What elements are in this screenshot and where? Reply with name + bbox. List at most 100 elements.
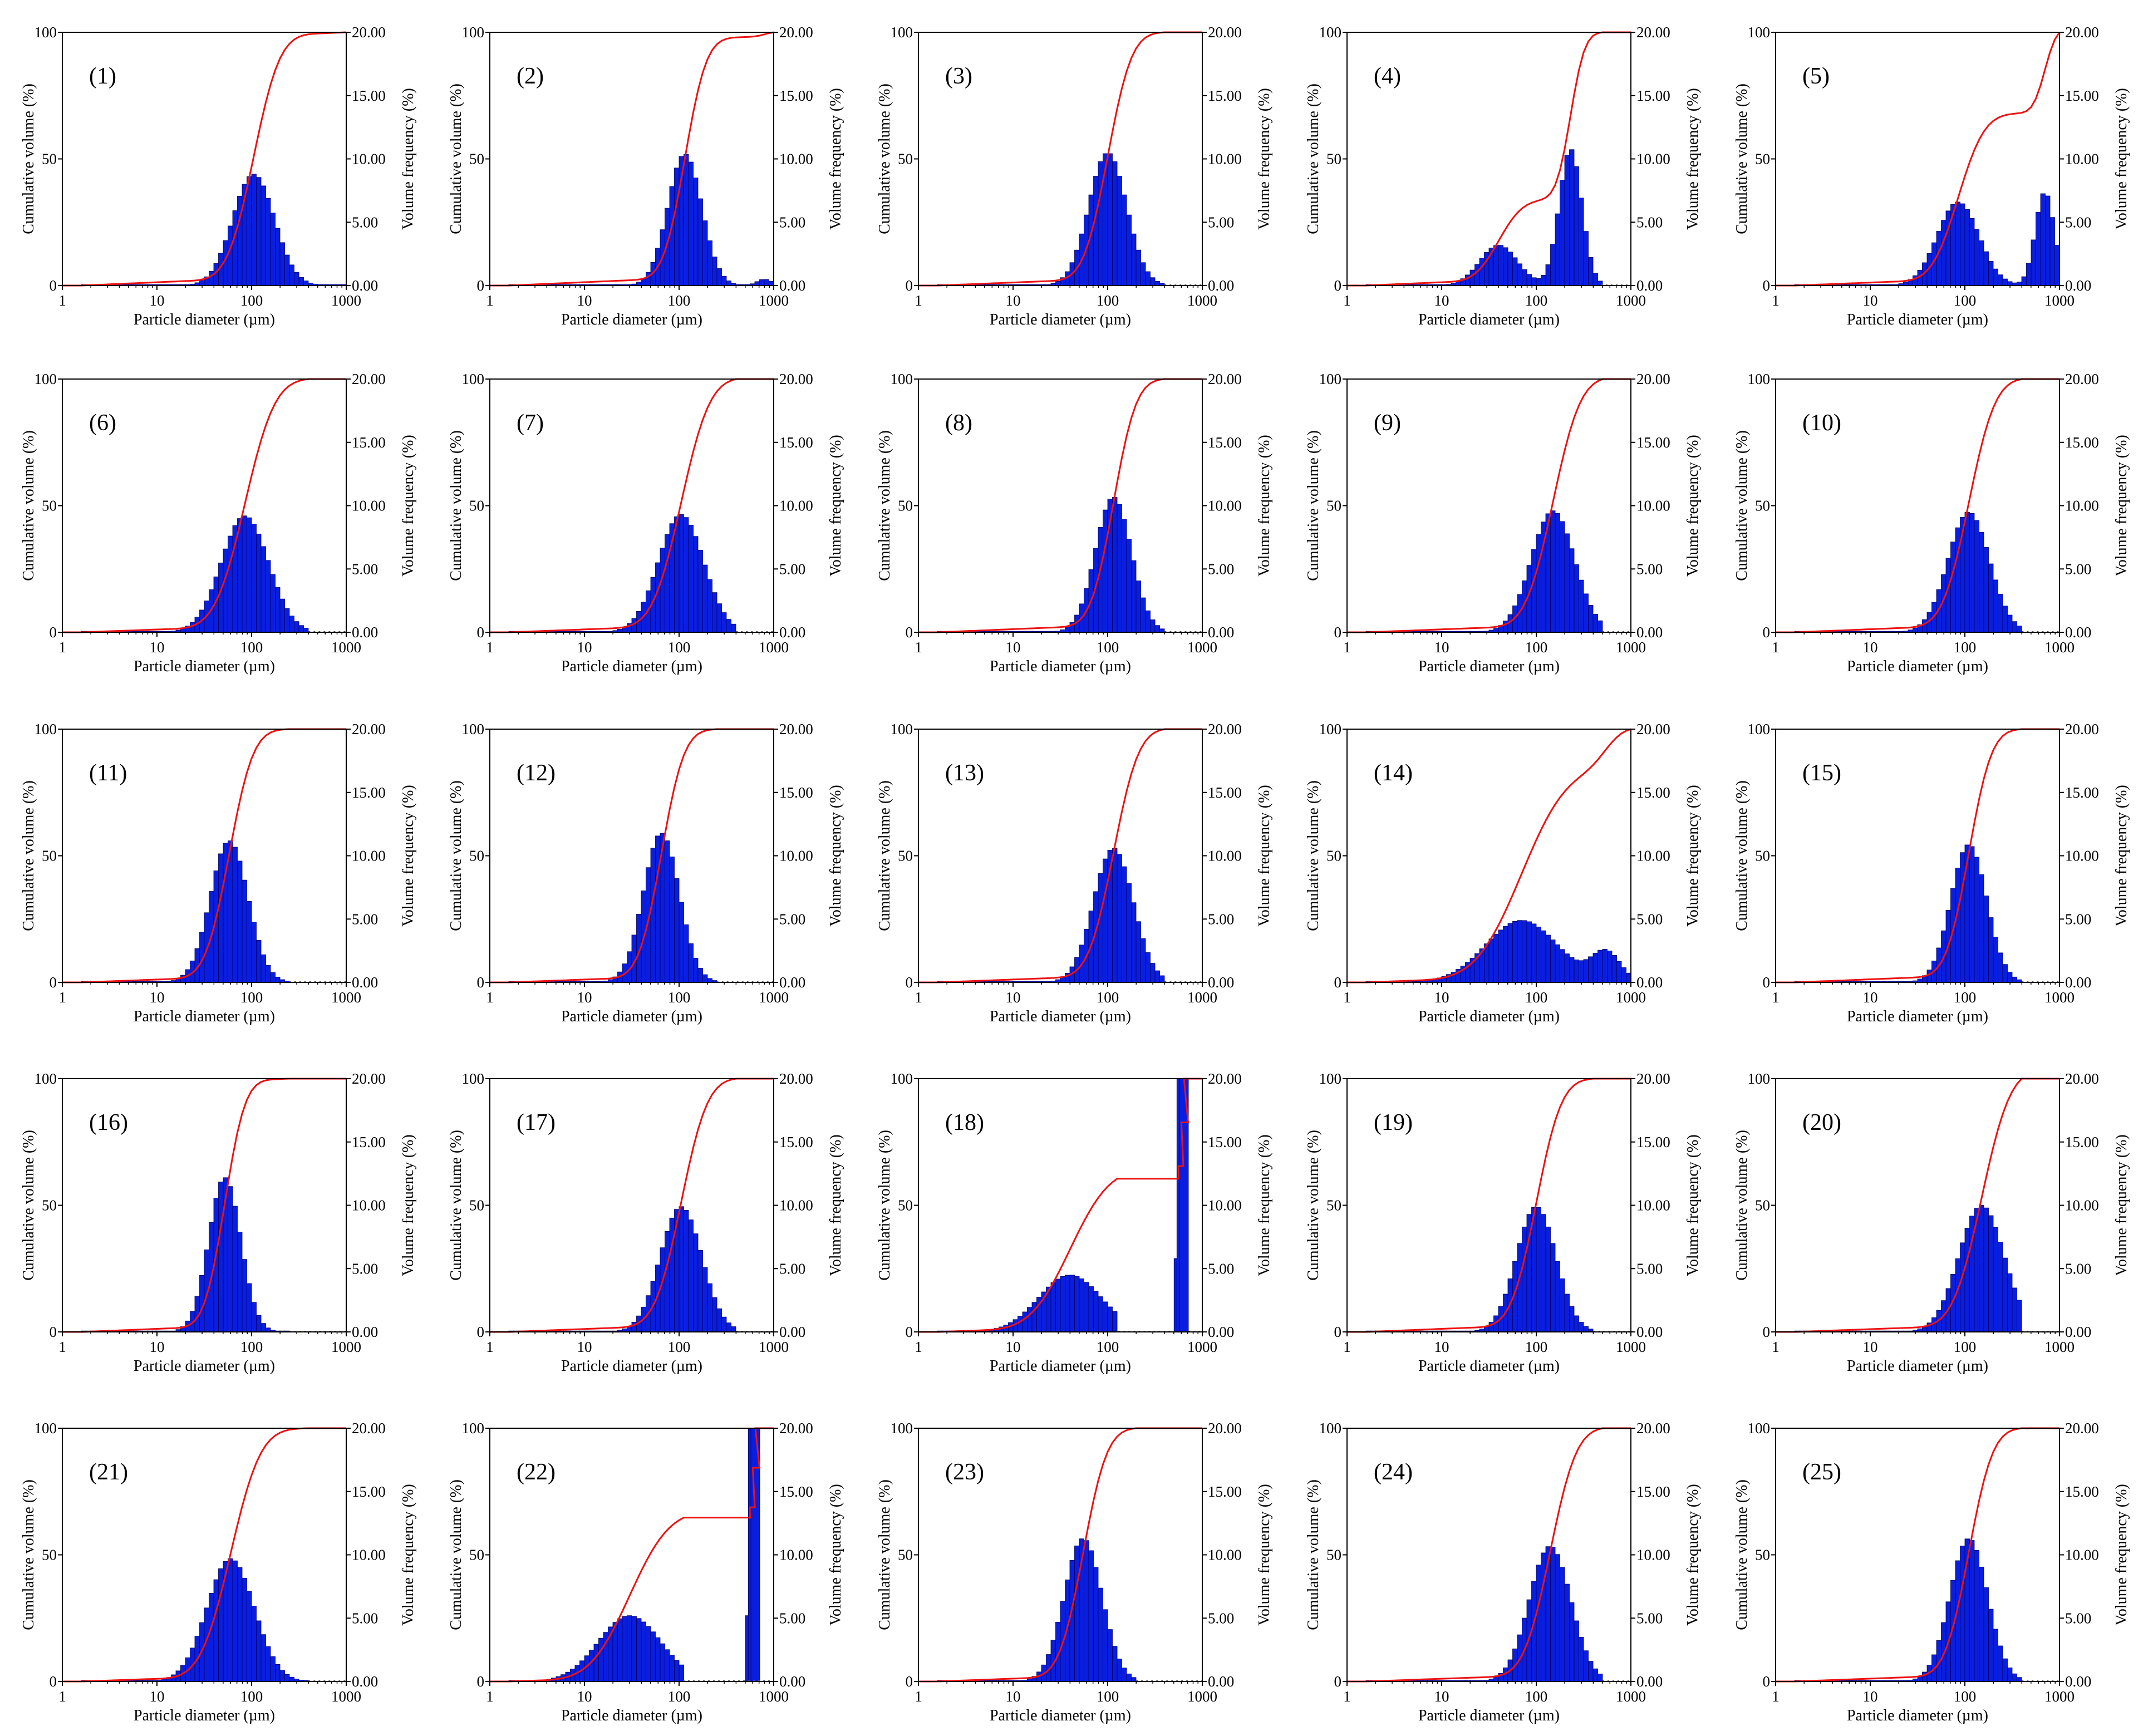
x-tick-label: 10 <box>577 1339 592 1355</box>
frequency-bar <box>1545 264 1551 286</box>
y-left-tick-label: 100 <box>35 1420 57 1437</box>
frequency-bar <box>284 1674 290 1682</box>
volume-frequency-bars <box>1365 149 1603 286</box>
frequency-bar <box>242 879 247 983</box>
frequency-bar <box>1960 852 1965 983</box>
frequency-bar <box>1974 520 1979 633</box>
y-left-tick-label: 100 <box>1748 1420 1771 1437</box>
y-left-tick-label: 50 <box>898 1547 913 1563</box>
y-left-tick-label: 0 <box>477 277 485 294</box>
y-right-tick-label: 10.00 <box>352 1197 386 1214</box>
frequency-bar <box>284 608 290 633</box>
panel-4: 1 10 100 1000 0 50 100 0.00 5.00 10.00 15.00 20.00 P… <box>1305 24 1702 328</box>
frequency-bar <box>228 1186 233 1332</box>
frequency-bar <box>1112 161 1118 286</box>
y-left-axis-label: Cumulative volume (%) <box>1305 1130 1322 1281</box>
panel-13: 1 10 100 1000 0 50 100 0.00 5.00 10.00 15.00 20.00 P… <box>876 721 1273 1025</box>
frequency-bar <box>1536 1207 1541 1332</box>
panel-24: 1 10 100 1000 0 50 100 0.00 5.00 10.00 15.00 20.00 P… <box>1305 1420 1702 1724</box>
y-left-tick-label: 100 <box>462 721 485 737</box>
y-right-tick-label: 20.00 <box>779 24 813 41</box>
frequency-bar <box>764 279 769 286</box>
y-right-tick-label: 20.00 <box>352 1070 386 1087</box>
y-right-tick-label: 5.00 <box>1636 214 1663 230</box>
frequency-bar <box>256 533 262 633</box>
y-right-tick-label: 10.00 <box>2065 1547 2099 1563</box>
frequency-bar <box>247 1591 252 1682</box>
y-right-axis-label: Volume frequency (%) <box>1256 88 1273 230</box>
frequency-bar <box>1626 972 1631 983</box>
frequency-bar <box>1550 510 1556 633</box>
x-tick-label: 100 <box>1954 989 1977 1006</box>
x-tick-label: 100 <box>1525 639 1548 656</box>
y-left-axis-label: Cumulative volume (%) <box>20 430 37 581</box>
x-tick-label: 100 <box>1097 1688 1119 1705</box>
y-right-tick-label: 0.00 <box>2065 1673 2091 1690</box>
y-right-tick-label: 20.00 <box>2065 1420 2099 1437</box>
y-right-tick-label: 20.00 <box>1208 1420 1242 1437</box>
frequency-bar <box>1018 1316 1023 1332</box>
y-left-tick-label: 0 <box>1334 974 1342 991</box>
frequency-bar <box>1498 245 1503 286</box>
y-right-tick-label: 10.00 <box>352 151 386 168</box>
frequency-bar <box>697 1250 703 1332</box>
frequency-bar <box>641 1621 646 1682</box>
y-right-tick-label: 5.00 <box>779 1610 805 1626</box>
frequency-bar <box>1583 231 1589 286</box>
x-tick-label: 1 <box>1772 989 1780 1006</box>
frequency-bar <box>1126 883 1132 983</box>
x-tick-label: 10 <box>1863 639 1878 656</box>
x-tick-label: 10 <box>1006 1339 1021 1355</box>
frequency-bar <box>702 220 708 286</box>
y-right-axis-label: Volume frequency (%) <box>827 435 844 577</box>
x-tick-label: 1 <box>915 1688 922 1705</box>
frequency-bar <box>1145 610 1151 633</box>
frequency-bar <box>1141 938 1146 983</box>
x-axis-label: Particle diameter (µm) <box>561 658 702 675</box>
y-left-axis-label: Cumulative volume (%) <box>876 430 893 581</box>
panel-15: 1 10 100 1000 0 50 100 0.00 5.00 10.00 15.00 20.00 P… <box>1733 721 2130 1025</box>
frequency-bar <box>1536 926 1541 983</box>
x-tick-label: 1 <box>58 989 66 1006</box>
frequency-bar <box>731 1326 736 1332</box>
y-right-tick-label: 15.00 <box>2065 784 2099 801</box>
x-tick-label: 100 <box>1525 292 1548 309</box>
y-right-tick-label: 10.00 <box>779 1197 813 1214</box>
frequency-bar <box>1522 920 1527 983</box>
frequency-bar <box>256 1620 262 1682</box>
x-tick-label: 10 <box>1434 292 1449 309</box>
frequency-bar <box>218 853 224 983</box>
frequency-bar <box>1550 1547 1556 1682</box>
frequency-bar <box>1150 963 1156 983</box>
frequency-bar <box>636 1618 642 1682</box>
frequency-bar <box>1512 257 1518 286</box>
frequency-bar <box>674 1660 680 1682</box>
frequency-bar <box>731 623 736 633</box>
panel-label: (1) <box>89 63 116 89</box>
y-right-tick-label: 10.00 <box>1208 498 1242 514</box>
x-tick-label: 10 <box>1863 989 1878 1006</box>
frequency-bar <box>1484 943 1490 983</box>
y-right-tick-label: 10.00 <box>779 151 813 168</box>
frequency-bar <box>2002 278 2008 286</box>
y-left-axis-label: Cumulative volume (%) <box>448 430 465 581</box>
x-axis-label: Particle diameter (µm) <box>134 658 275 675</box>
frequency-bar <box>247 1283 252 1332</box>
y-left-tick-label: 100 <box>1748 24 1771 41</box>
x-tick-label: 1 <box>486 989 494 1006</box>
cumulative-volume-line <box>1776 378 2059 633</box>
y-left-tick-label: 50 <box>42 1547 57 1563</box>
frequency-bar <box>1598 620 1603 633</box>
x-tick-label: 100 <box>1525 1688 1548 1705</box>
y-right-tick-label: 0.00 <box>2065 974 2091 991</box>
frequency-bar <box>1621 967 1626 983</box>
y-right-tick-label: 5.00 <box>2065 214 2091 230</box>
frequency-bar <box>674 168 680 286</box>
frequency-bar <box>1498 930 1503 983</box>
y-left-axis-label: Cumulative volume (%) <box>1733 430 1751 581</box>
frequency-bar <box>1122 194 1127 286</box>
frequency-bar <box>1555 513 1560 633</box>
frequency-bar <box>1517 920 1522 983</box>
y-right-tick-label: 15.00 <box>1208 1483 1242 1500</box>
frequency-bar <box>721 612 727 633</box>
